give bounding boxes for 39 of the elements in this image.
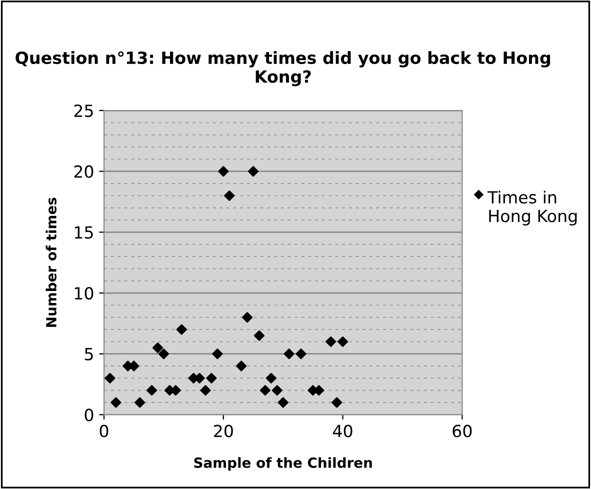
point xyxy=(296,348,306,360)
y-tick-label: 15 xyxy=(74,226,93,239)
point xyxy=(272,385,282,396)
point xyxy=(176,324,187,335)
point xyxy=(254,330,265,341)
x-tick-label: 60 xyxy=(452,424,472,438)
point xyxy=(212,348,223,360)
point xyxy=(284,348,294,360)
point xyxy=(206,372,217,384)
y-axis-title: Number of times xyxy=(46,198,57,327)
y-tick-label: 5 xyxy=(84,348,93,360)
point xyxy=(134,397,146,408)
point xyxy=(236,360,247,372)
point xyxy=(242,312,253,323)
point xyxy=(224,190,235,201)
y-tick-label: 25 xyxy=(74,104,93,118)
point xyxy=(332,397,342,408)
point xyxy=(200,385,211,396)
x-tick-label: 0 xyxy=(100,424,108,438)
point xyxy=(260,385,270,396)
y-tick-label: 20 xyxy=(74,165,94,178)
point xyxy=(218,166,229,177)
point xyxy=(146,385,158,396)
x-tick-label: 40 xyxy=(332,424,352,438)
point xyxy=(152,342,164,354)
point xyxy=(326,336,336,347)
x-axis-title: Sample of the Children xyxy=(194,457,372,471)
y-tick-label: 0 xyxy=(84,408,94,422)
point xyxy=(278,397,288,408)
legend-label: Times in Hong Kong xyxy=(488,190,577,226)
point xyxy=(248,166,259,177)
point xyxy=(104,372,116,384)
point xyxy=(266,372,276,384)
chart-title: Question n°13: How many times did you go back to Hong Kong? xyxy=(16,51,550,86)
x-tick-label: 20 xyxy=(214,424,233,438)
point xyxy=(158,348,170,360)
y-tick-label: 10 xyxy=(74,286,94,300)
point xyxy=(337,336,348,347)
point xyxy=(110,397,122,408)
